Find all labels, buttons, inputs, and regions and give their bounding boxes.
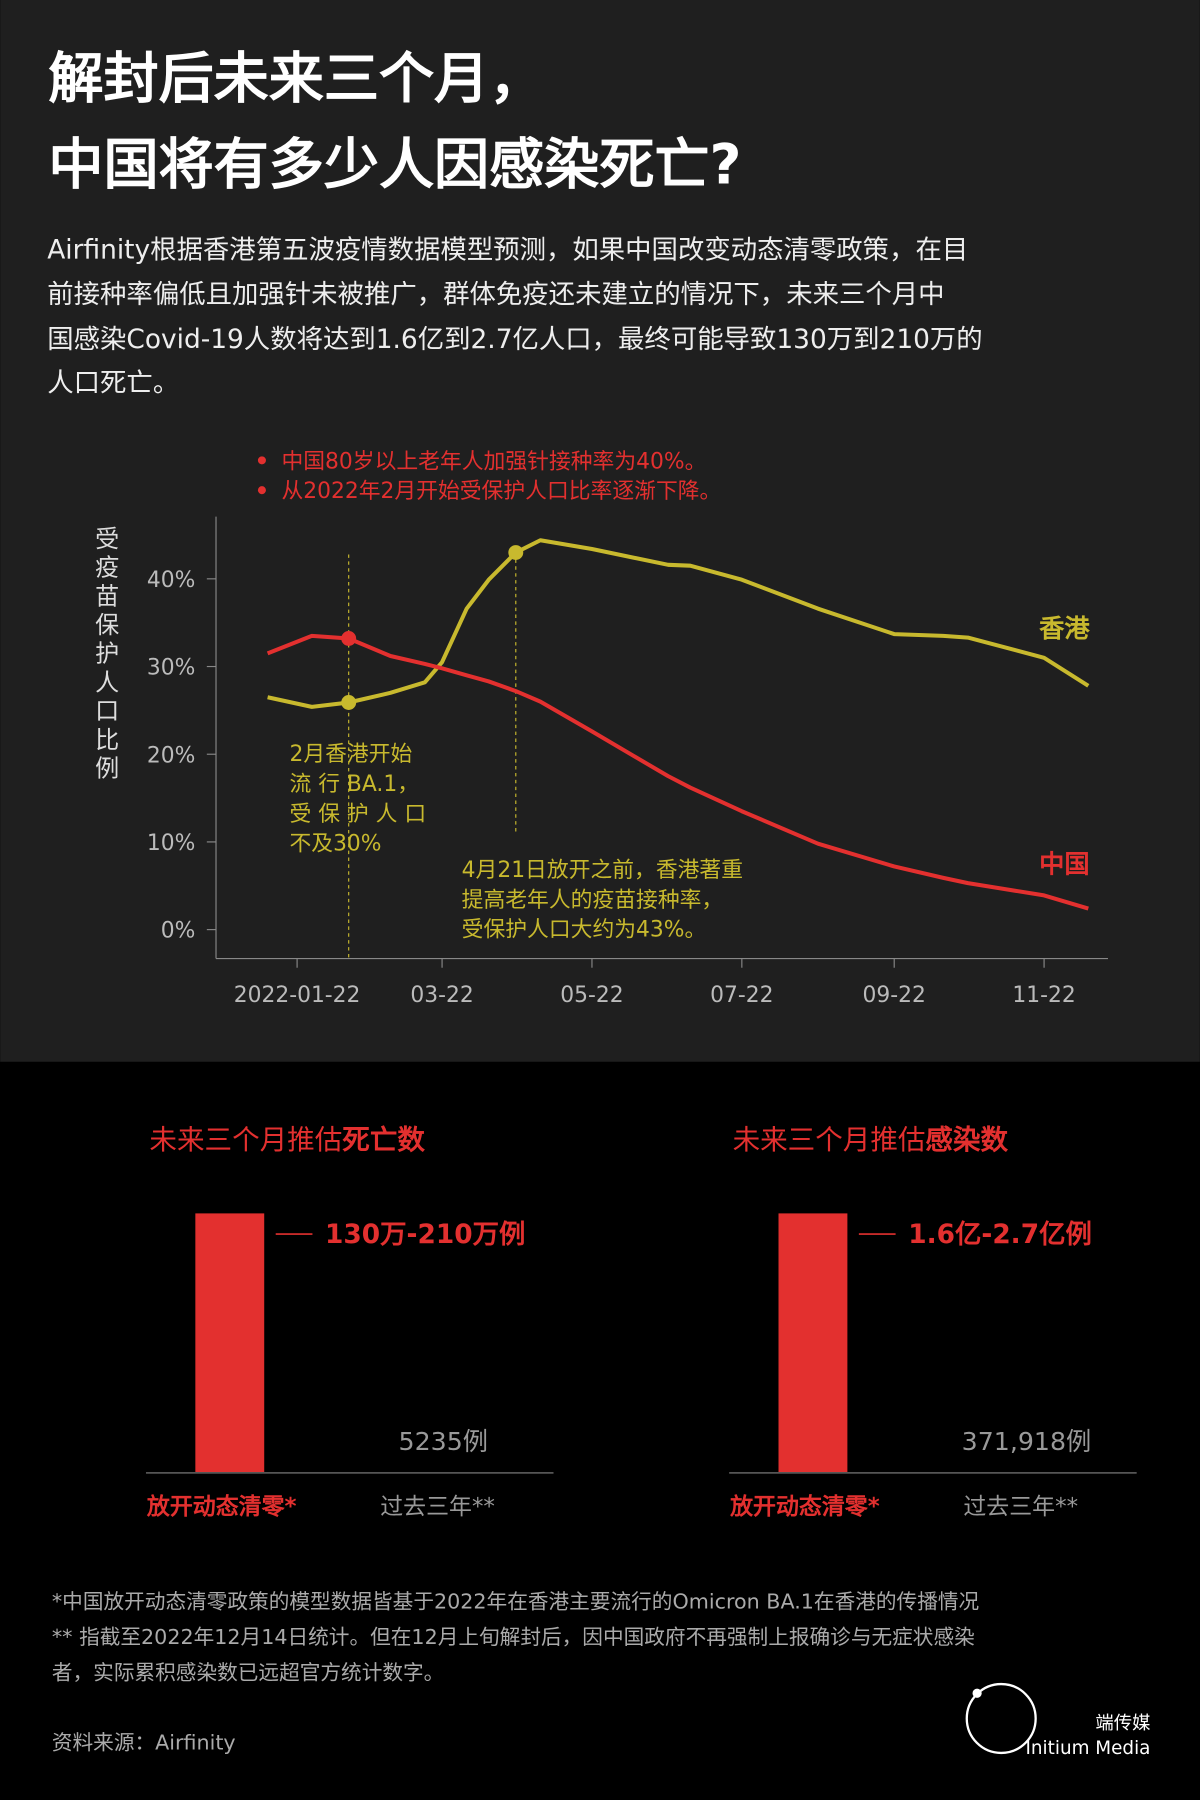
- annotation-text: 2月香港开始: [289, 742, 412, 767]
- note: 从2022年2月开始受保护人口比率逐渐下降。: [281, 479, 721, 504]
- y-tick-label: 10%: [147, 831, 195, 856]
- series-label: 中国: [1039, 849, 1090, 878]
- series-line: [267, 538, 1090, 709]
- point: [508, 545, 524, 560]
- intro-line: 人口死亡。: [47, 367, 179, 398]
- title-part: 未来三个月推估: [733, 1124, 926, 1156]
- category-label: 放开动态清零*: [729, 1493, 880, 1520]
- note-bullet: [257, 486, 266, 495]
- top-background: [0, 0, 1200, 1062]
- annotation-text: 受保护人口大约为43%。: [462, 918, 707, 943]
- series-label: 香港: [1039, 614, 1090, 643]
- y-tick-label: 40%: [147, 568, 195, 593]
- category-label: 放开动态清零*: [146, 1493, 297, 1520]
- title-part-bold: 死亡数: [342, 1124, 425, 1156]
- bar: [778, 1213, 848, 1473]
- annotation-text: 不及30%: [289, 832, 381, 857]
- source: 资料来源：Airfinity: [52, 1730, 236, 1754]
- y-tick-label: 30%: [147, 656, 195, 681]
- footnote: *中国放开动态清零政策的模型数据皆基于2022年在香港主要流行的Omicron …: [52, 1589, 979, 1613]
- intro-line: Airfinity根据香港第五波疫情数据模型预测，如果中国改变动态清零政策，在目: [47, 234, 968, 265]
- series-line: [266, 633, 1089, 911]
- annotation-text: 提高老年人的疫苗接种率，: [462, 888, 724, 913]
- logo-circle: [965, 1682, 1037, 1755]
- value-label: 130万-210万例: [325, 1219, 525, 1250]
- y-tick-label: 0%: [161, 919, 196, 944]
- annotation-text: 流 行 BA.1，: [289, 772, 419, 797]
- y-tick-label: 20%: [147, 743, 195, 768]
- value-label: 5235例: [399, 1427, 489, 1456]
- brand-name-en: Initium Media: [1025, 1738, 1150, 1759]
- annotation-text: 4月21日放开之前，香港著重: [462, 858, 743, 883]
- bar: [195, 1213, 265, 1473]
- title-part: 未来三个月推估: [149, 1124, 342, 1156]
- title-line: 中国将有多少人因感染死亡?: [48, 133, 741, 197]
- x-tick-label: 11-22: [1012, 983, 1075, 1008]
- point: [341, 695, 357, 710]
- footnote: ** 指截至2022年12月14日统计。但在12月上旬解封后，因中国政府不再强制…: [52, 1625, 975, 1649]
- footnote: 者，实际累积感染数已远超官方统计数字。: [52, 1660, 444, 1684]
- category-label: 过去三年**: [380, 1494, 495, 1520]
- point: [341, 631, 357, 646]
- bar-chart-title: 未来三个月推估感染数: [733, 1124, 1009, 1156]
- brand-name: 端传媒: [1095, 1713, 1150, 1734]
- value-label: 1.6亿-2.7亿例: [908, 1219, 1092, 1250]
- note: 中国80岁以上老年人加强针接种率为40%。: [281, 449, 706, 474]
- intro-line: 前接种率偏低且加强针未被推广，群体免疫还未建立的情况下，未来三个月中: [47, 279, 944, 310]
- logo-dot: [972, 1688, 982, 1698]
- x-tick-label: 07-22: [710, 983, 773, 1008]
- value-label: 371,918例: [962, 1427, 1092, 1456]
- title-part-bold: 感染数: [925, 1124, 1008, 1156]
- x-tick-label: 09-22: [863, 983, 926, 1008]
- bar-chart-title: 未来三个月推估死亡数: [149, 1124, 425, 1156]
- x-tick-label: 2022-01-22: [234, 983, 361, 1008]
- title-line: 解封后未来三个月，: [48, 47, 544, 111]
- x-tick-label: 05-22: [560, 983, 623, 1008]
- category-label: 过去三年**: [963, 1494, 1078, 1520]
- y-axis-label: 受疫苗保护人口比例: [91, 526, 119, 784]
- intro-line: 国感染Covid-19人数将达到1.6亿到2.7亿人口，最终可能导致130万到2…: [47, 324, 982, 355]
- x-tick-label: 03-22: [410, 983, 473, 1008]
- annotation-text: 受 保 护 人 口: [289, 802, 426, 827]
- note-bullet: [257, 456, 266, 465]
